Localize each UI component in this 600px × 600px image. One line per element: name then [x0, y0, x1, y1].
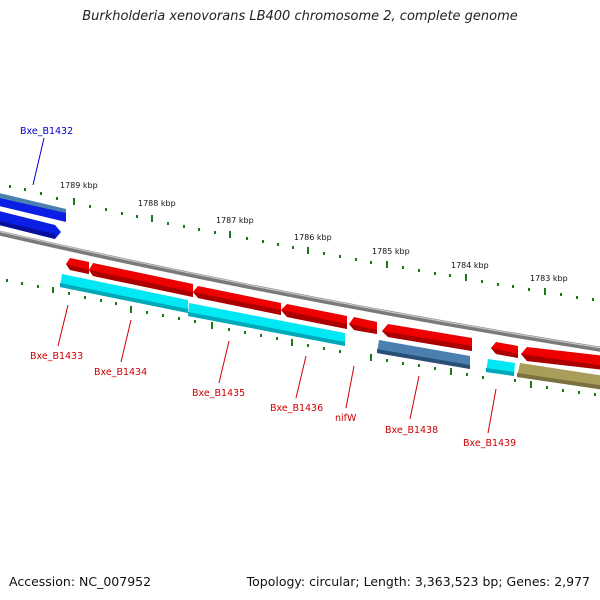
- cds-track-red: [66, 258, 600, 370]
- label-bxe-b1436[interactable]: Bxe_B1436: [270, 403, 323, 414]
- gene-bxe-b1432[interactable]: [0, 192, 66, 239]
- label-bxe-b1432[interactable]: Bxe_B1432: [20, 126, 73, 137]
- label-leaders: [32, 137, 497, 434]
- ruler-labels: 1789 kbp 1788 kbp 1787 kbp 1786 kbp 1785…: [60, 181, 568, 283]
- chromosome-backbone-highlight: [0, 231, 600, 349]
- gene-b1432-blue-band: [0, 198, 66, 222]
- ruler-label-1784: 1784 kbp: [451, 261, 489, 270]
- ruler-label-1785: 1785 kbp: [372, 247, 410, 256]
- label-bxe-b1438[interactable]: Bxe_B1438: [385, 425, 438, 436]
- ruler-label-1783: 1783 kbp: [530, 274, 568, 283]
- ruler-label-1788: 1788 kbp: [138, 199, 176, 208]
- feature-track-lower: [60, 274, 600, 390]
- label-bxe-b1433[interactable]: Bxe_B1433: [30, 351, 83, 362]
- label-bxe-b1439[interactable]: Bxe_B1439: [463, 438, 516, 449]
- label-nifw[interactable]: nifW: [335, 413, 357, 424]
- chromosome-backbone: [0, 230, 600, 352]
- ruler-ticks-lower: [6, 279, 596, 396]
- ruler-label-1786: 1786 kbp: [294, 233, 332, 242]
- gene-b1432-arrow-shade: [0, 221, 55, 239]
- genome-summary-text: Topology: circular; Length: 3,363,523 bp…: [246, 574, 590, 589]
- label-bxe-b1435[interactable]: Bxe_B1435: [192, 388, 245, 399]
- ruler-label-1789: 1789 kbp: [60, 181, 98, 190]
- gene-labels: Bxe_B1432 Bxe_B1433 Bxe_B1434 Bxe_B1435 …: [20, 126, 516, 449]
- accession-text: Accession: NC_007952: [9, 574, 152, 589]
- genome-title: Burkholderia xenovorans LB400 chromosome…: [82, 9, 518, 24]
- label-bxe-b1434[interactable]: Bxe_B1434: [94, 367, 147, 378]
- ruler-ticks-upper: [9, 185, 594, 301]
- ruler-label-1787: 1787 kbp: [216, 216, 254, 225]
